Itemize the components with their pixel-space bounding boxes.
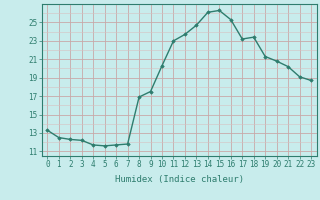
X-axis label: Humidex (Indice chaleur): Humidex (Indice chaleur): [115, 175, 244, 184]
